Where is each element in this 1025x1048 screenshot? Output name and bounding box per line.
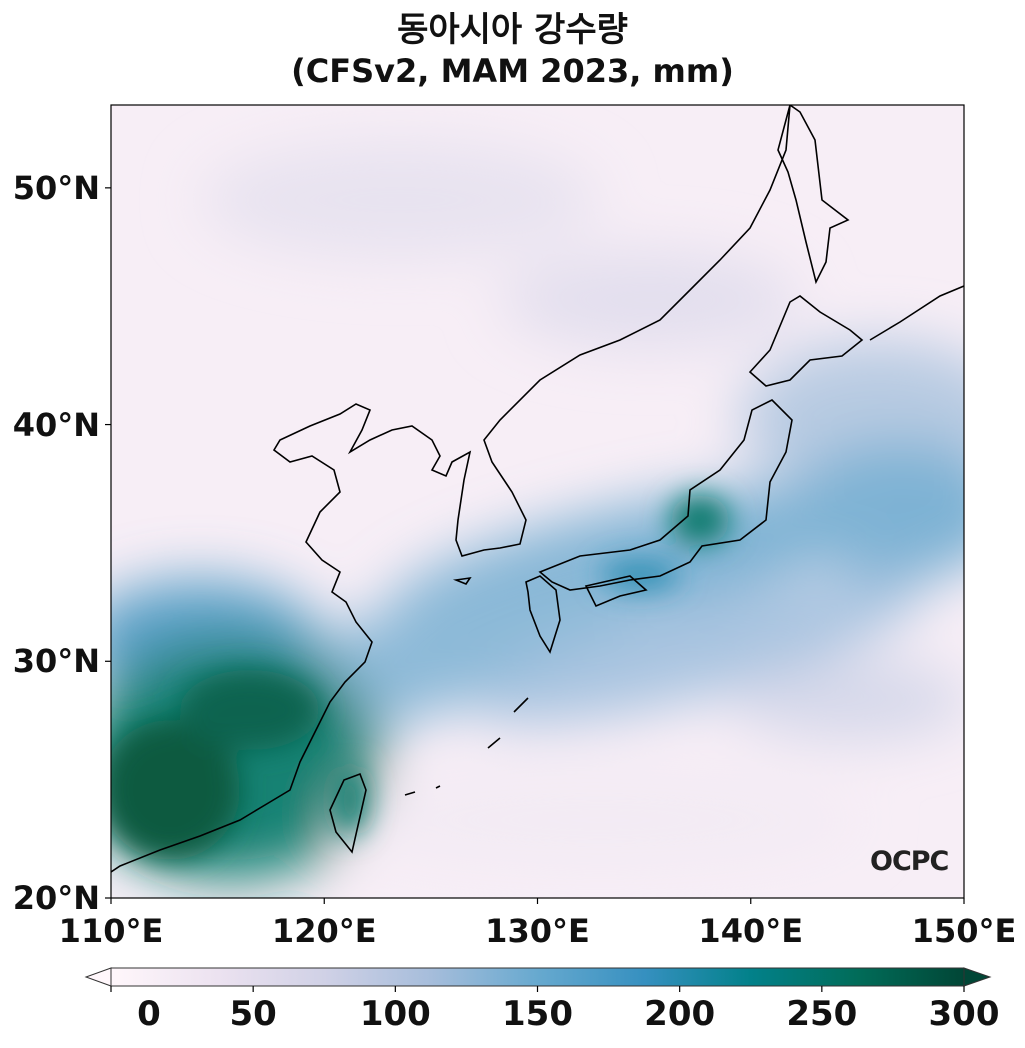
colorbar-tick-label: 250 bbox=[786, 994, 858, 1034]
colorbar-tick-label: 0 bbox=[137, 994, 161, 1034]
y-tick-label: 30°N bbox=[12, 642, 100, 681]
shikoku-coastline bbox=[584, 575, 648, 608]
hokkaido-coastline bbox=[748, 295, 864, 387]
colorbar-tick-label: 150 bbox=[502, 994, 573, 1034]
kyushu-coastline bbox=[525, 575, 561, 654]
precipitation-field bbox=[111, 105, 964, 898]
colorbar-tick-label: 100 bbox=[359, 994, 431, 1034]
x-tick-label: 110°E bbox=[58, 912, 164, 950]
ocpc-logo: OCPC bbox=[870, 846, 949, 877]
x-tick-label: 120°E bbox=[271, 912, 377, 950]
y-tick-label: 40°N bbox=[12, 405, 100, 444]
colorbar bbox=[84, 967, 992, 992]
taiwan-coastline bbox=[329, 772, 367, 854]
jeju-island bbox=[452, 576, 472, 585]
kuril-islands bbox=[869, 285, 964, 341]
colorbar-tick-label: 200 bbox=[644, 994, 716, 1034]
y-tick-label: 50°N bbox=[12, 168, 100, 207]
colorbar-min-extend bbox=[84, 967, 112, 987]
colorbar-tick-label: 300 bbox=[928, 994, 1000, 1034]
x-tick-label: 140°E bbox=[698, 912, 804, 950]
y-tick-label: 20°N bbox=[12, 879, 100, 917]
colorbar-gradient bbox=[111, 968, 964, 986]
sakhalin-coastline bbox=[777, 105, 850, 285]
map-subtitle: (CFSv2, MAM 2023, mm) bbox=[291, 52, 734, 90]
x-tick-label: 150°E bbox=[911, 912, 1017, 950]
coastlines bbox=[111, 105, 964, 873]
ryukyu-islands bbox=[404, 697, 529, 796]
x-tick-label: 130°E bbox=[485, 912, 590, 950]
map-title: 동아시아 강수량 bbox=[397, 10, 628, 50]
honshu-coastline bbox=[538, 399, 793, 591]
colorbar-tick-label: 50 bbox=[229, 994, 277, 1034]
colorbar-max-extend bbox=[963, 967, 992, 987]
mainland-coastline bbox=[111, 105, 791, 873]
